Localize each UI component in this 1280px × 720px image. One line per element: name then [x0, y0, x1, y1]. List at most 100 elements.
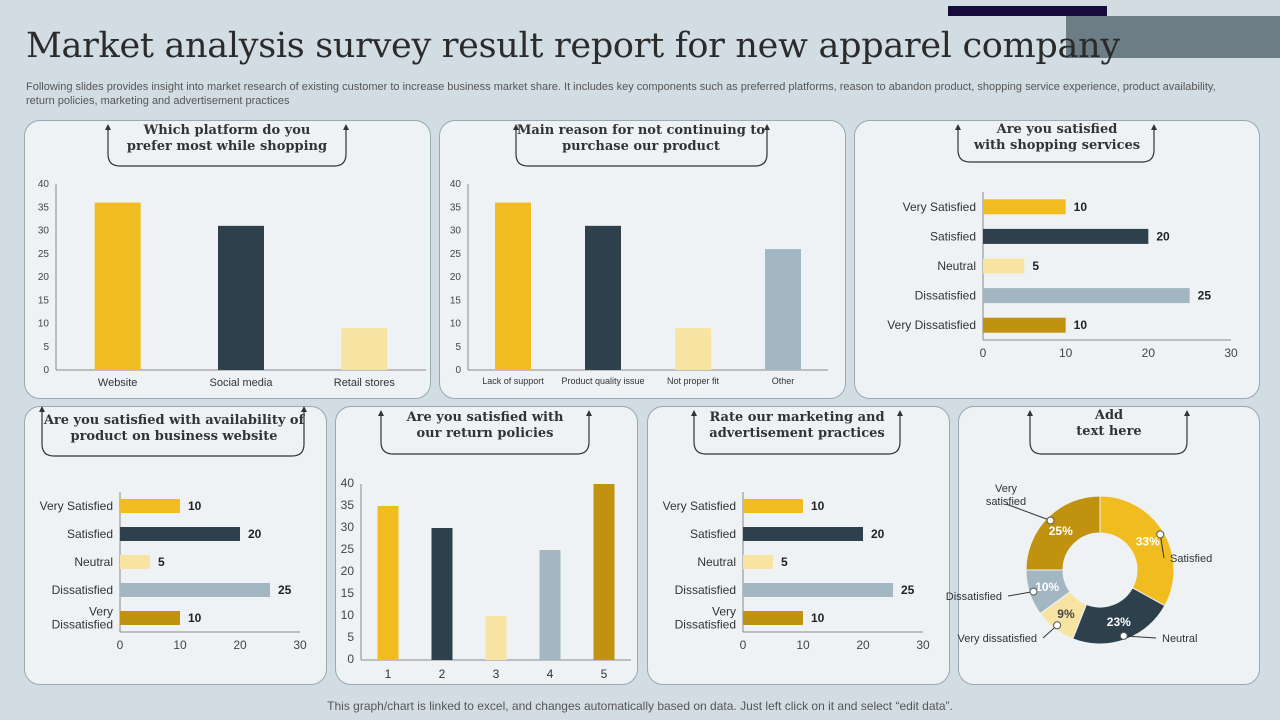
y-tick-label: Satisfied — [67, 527, 113, 541]
leader-line — [1005, 503, 1051, 521]
y-tick-label: 0 — [43, 365, 49, 376]
y-tick-label: 25 — [341, 542, 355, 556]
page-subtitle: Following slides provides insight into m… — [26, 81, 1216, 107]
y-tick-label: Satisfied — [690, 527, 736, 541]
title-bracket — [515, 130, 768, 167]
y-tick-label: 5 — [455, 342, 461, 353]
panel-availability — [24, 406, 327, 685]
x-tick-label: Retail stores — [334, 377, 396, 389]
panel-reason-title: Main reason for not continuing to purcha… — [510, 123, 772, 155]
bracket-arrow-right — [301, 406, 307, 412]
data-label: 20 — [248, 527, 262, 541]
data-label: 5 — [158, 555, 165, 569]
bar — [495, 202, 531, 370]
title-line: with shopping services — [973, 138, 1141, 153]
y-tick-label: 20 — [341, 564, 355, 578]
y-tick-label: Dissatisfied — [675, 618, 736, 632]
panel-marketing-title: Rate our marketing and advertisement pra… — [688, 410, 906, 442]
x-tick-label: 3 — [493, 667, 500, 681]
y-tick-label: Very Satisfied — [40, 499, 113, 513]
chart-services[interactable]: 0 10 20 30 10 Very Satisfied 20 Satisfied 5 Neutr… — [854, 120, 1258, 397]
bracket-arrow-left — [378, 410, 384, 416]
y-tick-label: Dissatisfied — [915, 289, 976, 303]
x-tick-label: Website — [98, 377, 138, 389]
data-label: 20 — [1156, 229, 1170, 243]
x-tick-label: 10 — [1059, 346, 1073, 360]
y-tick-label: 30 — [450, 226, 462, 237]
data-label: 20 — [871, 527, 885, 541]
bar — [377, 506, 399, 660]
title-line: product on business website — [70, 429, 278, 444]
bar — [675, 328, 711, 370]
title-line: Are you satisfied — [996, 122, 1118, 137]
bar — [120, 499, 180, 513]
title-line: text here — [1076, 424, 1142, 439]
y-tick-label: Satisfied — [930, 229, 976, 243]
y-tick-label: Dissatisfied — [52, 618, 113, 632]
chart-availability[interactable]: 0 10 20 30 10 Very Satisfied 20 Satisfied 5 Neutr… — [24, 406, 325, 683]
leader-dot — [1053, 621, 1062, 630]
bar — [743, 527, 863, 541]
bracket-arrow-left — [691, 410, 697, 416]
chart-marketing[interactable]: 0 10 20 30 10 Very Satisfied 20 Satisfied 5 Neutr… — [647, 406, 948, 683]
donut-slice — [1025, 495, 1101, 571]
title-bracket — [41, 412, 305, 457]
y-tick-label: 5 — [347, 630, 354, 644]
bar — [485, 616, 507, 660]
panel-marketing — [647, 406, 950, 685]
footer-note: This graph/chart is linked to excel, and… — [327, 699, 953, 713]
bracket-arrow-right — [764, 124, 770, 130]
leader-dot — [1156, 530, 1165, 539]
slice-category-label: satisfied — [986, 496, 1026, 508]
bracket-arrow-right — [1151, 124, 1157, 130]
y-tick-label: 15 — [38, 295, 50, 306]
y-tick-label: 10 — [450, 319, 462, 330]
x-tick-label: 4 — [547, 667, 554, 681]
x-tick-label: 5 — [601, 667, 608, 681]
x-tick-label: 10 — [173, 638, 187, 652]
bar — [539, 550, 561, 660]
bar — [218, 225, 264, 370]
data-label: 25 — [901, 583, 915, 597]
bar — [983, 288, 1190, 304]
y-tick-label: 25 — [38, 249, 50, 260]
slice-category-label: Very — [995, 483, 1018, 495]
bracket-arrow-left — [105, 124, 111, 130]
x-tick-label: Social media — [210, 377, 274, 389]
y-tick-label: 40 — [450, 179, 462, 190]
data-label: 10 — [811, 611, 825, 625]
title-line: Which platform do you — [143, 123, 311, 138]
bar — [765, 249, 801, 370]
y-tick-label: Very Satisfied — [663, 499, 736, 513]
data-label: 5 — [781, 555, 788, 569]
chart-reason[interactable]: 0 5 10 15 20 25 30 35 40 Lack of support Product q… — [439, 120, 844, 397]
panel-donut-title: Add text here — [1030, 408, 1188, 440]
y-tick-label: 30 — [341, 520, 355, 534]
title-line: advertisement practices — [709, 426, 885, 441]
leader-line — [1007, 591, 1034, 597]
bar — [585, 225, 621, 370]
panel-availability-title: Are you satisfied with availability of p… — [36, 413, 312, 445]
bracket-arrow-left — [1027, 410, 1033, 416]
header-accent-dark — [948, 6, 1107, 16]
panel-platform-title: Which platform do you prefer most while … — [106, 123, 348, 155]
x-tick-label: 20 — [1142, 346, 1156, 360]
slice-category-label: Neutral — [1162, 633, 1197, 645]
bar — [983, 199, 1066, 215]
x-tick-label: Not proper fit — [667, 376, 720, 386]
y-tick-label: 0 — [455, 365, 461, 376]
bar — [983, 317, 1066, 333]
chart-donut[interactable]: 33% Satisfied 23% Neutral 9% Very dissatisfie… — [946, 406, 1258, 683]
chart-platform[interactable]: 0 5 10 15 20 25 30 35 40 Website Social media Retai… — [24, 120, 429, 397]
y-tick-label: 30 — [38, 226, 50, 237]
chart-returns[interactable]: 0 5 10 15 20 25 30 35 40 1 2 3 4 5 — [335, 406, 636, 683]
donut-slice — [1099, 495, 1175, 607]
slice-category-label: Satisfied — [1170, 553, 1212, 565]
x-tick-label: 0 — [740, 638, 747, 652]
title-line: our return policies — [416, 426, 554, 441]
y-tick-label: 35 — [341, 498, 355, 512]
bar — [983, 258, 1025, 274]
panel-services — [854, 120, 1260, 399]
x-tick-label: 20 — [233, 638, 247, 652]
title-bracket — [107, 130, 347, 167]
